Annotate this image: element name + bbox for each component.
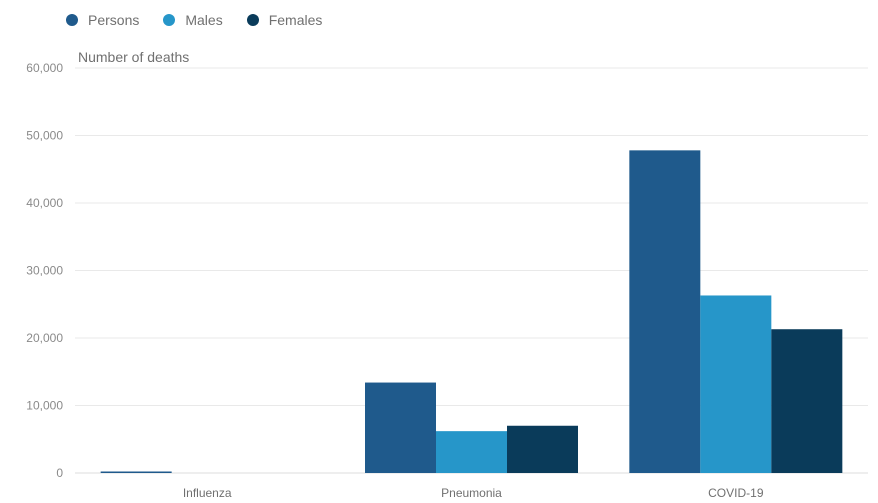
x-tick-label: Pneumonia <box>441 486 502 500</box>
bar-males-covid-19 <box>700 295 772 473</box>
y-tick-label: 10,000 <box>26 399 63 413</box>
legend-dot-persons <box>66 14 78 26</box>
legend-item-persons: Persons <box>66 12 139 28</box>
y-tick-label: 20,000 <box>26 331 63 345</box>
x-tick-label: COVID-19 <box>708 486 764 500</box>
legend-dot-males <box>163 14 176 26</box>
legend-dot-females <box>246 14 259 26</box>
legend-label-females: Females <box>268 12 323 28</box>
y-tick-label: 50,000 <box>26 129 63 143</box>
y-tick-label: 0 <box>56 466 63 480</box>
y-tick-label: 40,000 <box>26 196 63 210</box>
bar-persons-influenza <box>100 471 172 473</box>
legend-item-males: Males <box>163 12 223 28</box>
x-tick-label: Influenza <box>183 486 232 500</box>
legend: Persons Males Females <box>66 12 322 28</box>
y-tick-label: 60,000 <box>26 61 63 75</box>
legend-label-persons: Persons <box>88 12 140 28</box>
y-tick-label: 30,000 <box>26 264 63 278</box>
bar-females-pneumonia <box>507 425 578 473</box>
y-axis-label: Number of deaths <box>78 49 190 65</box>
bar-persons-pneumonia <box>365 382 436 473</box>
bar-persons-covid-19 <box>629 150 701 473</box>
bar-females-covid-19 <box>771 329 843 473</box>
bar-males-pneumonia <box>436 431 507 473</box>
legend-label-males: Males <box>185 12 223 28</box>
legend-item-females: Females <box>246 12 323 28</box>
